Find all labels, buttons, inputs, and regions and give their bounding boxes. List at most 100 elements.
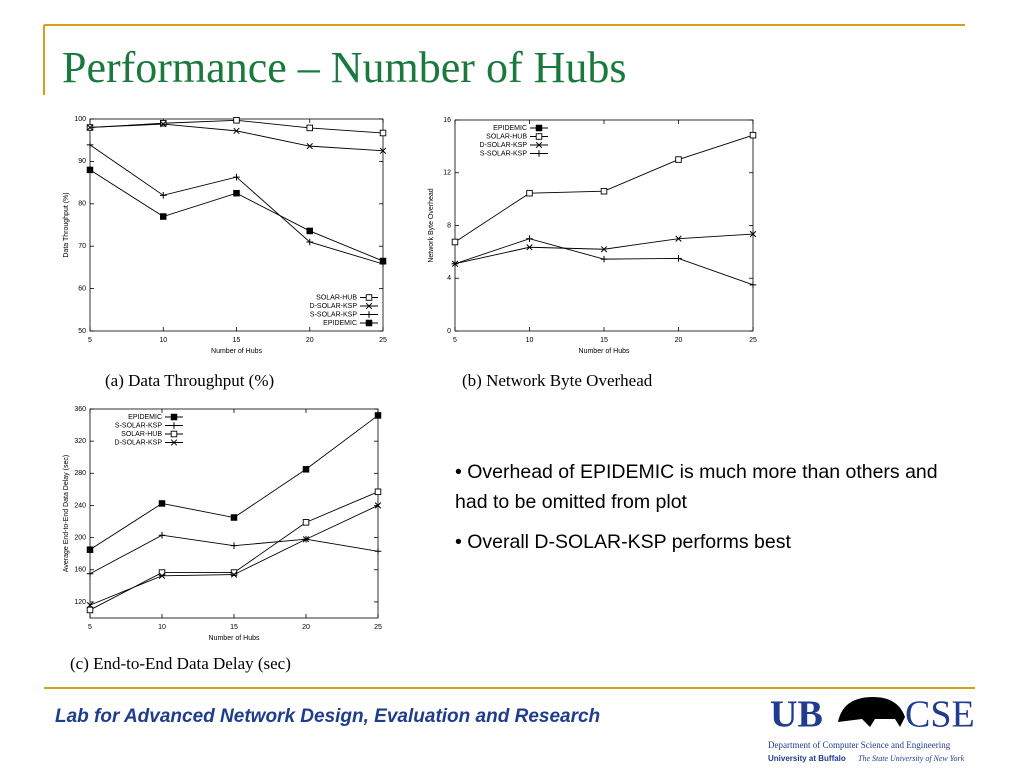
y-axis-label: Data Throughput (%) [63,192,70,257]
marker [86,166,94,174]
y-tick-label: 200 [74,534,86,541]
marker [600,255,608,263]
buffalo-icon [838,697,905,727]
y-tick-label: 16 [443,117,451,124]
marker [86,124,94,131]
chart-caption: (c) End-to-End Data Delay (sec) [70,654,291,673]
legend-marker [365,294,373,301]
y-tick-label: 240 [74,502,86,509]
x-tick-label: 15 [600,337,608,344]
y-tick-label: 360 [74,406,86,413]
marker [86,141,94,149]
marker [451,238,459,246]
x-tick-label: 15 [230,624,238,631]
y-axis-label: Average End-to-End Data Delay (sec) [63,455,70,572]
x-tick-label: 5 [88,624,92,631]
marker [749,230,757,238]
bullet: • Overhead of EPIDEMIC is much more than… [455,461,938,513]
marker [600,187,608,195]
x-tick-label: 20 [306,337,314,344]
y-tick-label: 160 [74,567,86,574]
marker [749,281,757,289]
x-tick-label: 5 [453,337,457,344]
marker [675,255,682,262]
x-tick-label: 20 [675,337,683,344]
y-tick-label: 320 [74,438,86,445]
marker [675,156,682,163]
y-tick-label: 4 [447,275,451,282]
marker [451,260,459,268]
legend-marker [535,124,543,132]
legend-label: EPIDEMIC [128,414,162,421]
series-line [89,169,384,262]
y-tick-label: 80 [78,201,86,208]
legend-label: EPIDEMIC [323,320,357,327]
legend-marker [535,150,543,157]
university-state: The State University of New York [858,754,965,763]
marker [159,213,167,220]
marker [230,542,238,549]
y-tick-label: 100 [74,116,86,123]
legend-label: S-SOLAR-KSP [310,311,357,318]
legend-label: SOLAR-HUB [486,133,527,140]
legend-marker [535,133,543,140]
marker [374,547,382,555]
legend-marker [365,319,373,327]
slide-title: Performance – Number of Hubs [62,43,627,92]
x-tick-label: 25 [379,337,387,344]
x-tick-label: 10 [526,337,534,344]
marker [160,120,167,128]
marker [86,546,94,553]
marker [526,244,533,251]
university: University at Buffalo [768,754,846,763]
legend-marker [535,141,543,149]
marker [374,502,382,509]
marker [86,601,94,609]
x-tick-label: 25 [749,337,757,344]
marker [233,127,240,135]
marker [379,147,387,154]
x-tick-label: 10 [159,337,167,344]
marker [86,570,94,578]
marker [526,235,533,242]
marker [374,412,382,419]
marker [233,189,240,197]
y-tick-label: 0 [447,328,451,335]
chart-caption: (b) Network Byte Overhead [462,371,653,390]
marker [306,238,314,246]
series-line [89,144,384,265]
x-axis-label: Number of Hubs [209,635,260,642]
marker [230,514,238,521]
marker [600,246,608,253]
bullets: • Overhead of EPIDEMIC is much more than… [455,457,955,567]
marker [302,519,310,526]
legend-marker [170,439,178,446]
legend-label: SOLAR-HUB [121,431,162,438]
marker [230,571,238,578]
x-axis-label: Number of Hubs [211,348,262,355]
legend-label: D-SOLAR-KSP [310,303,358,310]
series-line [89,123,384,152]
legend-marker [365,311,373,318]
legend-label: S-SOLAR-KSP [115,422,162,429]
x-tick-label: 20 [302,624,310,631]
legend-label: D-SOLAR-KSP [480,142,528,149]
marker [306,124,314,132]
marker [230,569,238,576]
y-tick-label: 70 [78,243,86,250]
marker [675,235,682,242]
legend-marker [170,422,178,429]
x-tick-label: 10 [158,624,166,631]
y-axis-label: Network Byte Overhead [428,188,435,262]
x-tick-label: 5 [88,337,92,344]
logo-ub: UB [770,694,823,736]
y-tick-label: 280 [74,470,86,477]
legend-label: EPIDEMIC [493,125,527,132]
marker [158,572,166,579]
marker [379,129,387,137]
chart-caption: (a) Data Throughput (%) [105,371,274,390]
marker [233,173,240,181]
marker [374,488,382,496]
